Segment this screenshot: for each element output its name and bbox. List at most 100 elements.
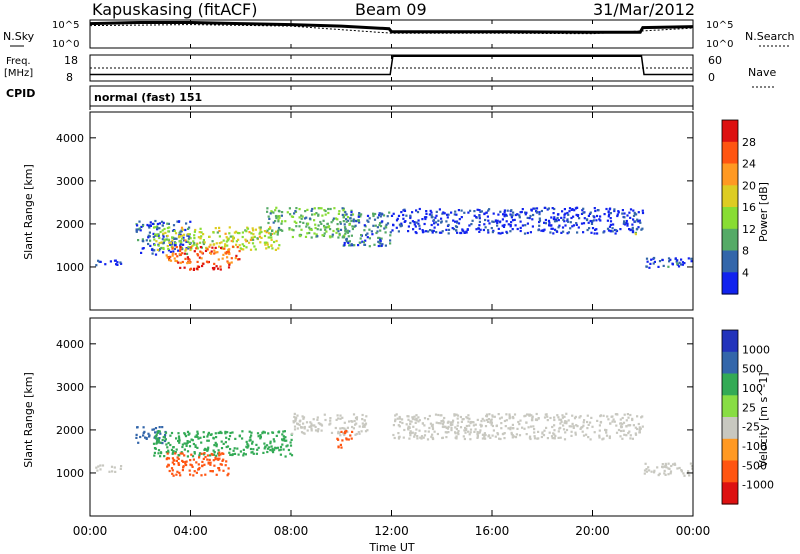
noise-series-1 [89,24,694,35]
velocity-cell-2 [215,445,218,448]
power-cell-7 [435,231,438,234]
power-cell-7 [611,227,614,230]
velocity-cell-6 [565,421,568,424]
power-cell-2 [245,240,248,243]
power-cell-1 [147,224,150,228]
power-cell-7 [609,223,612,226]
power-cell-1 [172,236,175,239]
velocity-cell-2 [167,451,170,454]
power-cell-9 [650,258,653,261]
velocity-cell-6 [485,418,489,422]
velocity-cell-2 [279,448,282,451]
power-cell-7 [538,224,541,227]
velocity-cell-3 [174,452,177,455]
velocity-cell-2 [188,440,191,443]
velocity-colorbar-tick: 25 [742,401,756,414]
power-cell-7 [511,228,514,231]
power-cell-2 [187,233,190,236]
power-cell-3 [179,250,182,253]
power-cell-5 [336,218,339,221]
velocity-cell-4 [291,432,294,435]
power-colorbar-tick: 4 [742,266,749,279]
velocity-cell-6 [483,419,486,422]
velocity-cell-2 [224,441,227,444]
velocity-cell-6 [472,421,475,424]
velocity-cell-6 [581,426,584,429]
velocity-cell-2 [159,455,162,458]
velocity-cell-6 [619,418,622,421]
power-cell-6 [350,214,353,217]
power-cell-7 [485,211,488,214]
power-cell-7 [447,223,450,227]
velocity-cell-7 [667,473,670,476]
power-colorbar-swatch [722,163,738,186]
power-cell-5 [272,211,275,214]
velocity-cell-2 [231,431,234,434]
power-cell-6 [381,243,384,246]
power-cell-5 [308,231,311,235]
power-cell-6 [374,224,377,227]
power-cell-5 [288,228,291,231]
power-cell-3 [216,251,219,254]
power-cell-7 [442,211,445,214]
velocity-cell-6 [530,414,533,417]
velocity-cell-7 [657,474,660,477]
velocity-cell-6 [406,415,409,418]
velocity-cell-6 [489,436,492,439]
power-cell-7 [429,229,432,232]
power-cell-6 [389,239,392,242]
power-cell-5 [346,216,350,219]
power-cell-7 [453,213,456,216]
velocity-cell-6 [557,430,560,433]
velocity-cell-2 [157,449,161,452]
power-cell-6 [357,215,360,218]
power-cell-1 [169,243,172,246]
velocity-cell-4 [352,427,355,430]
velocity-cell-0 [99,464,102,467]
velocity-cell-4 [324,418,327,422]
velocity-cell-2 [197,437,200,440]
power-cell-7 [638,219,641,222]
power-cell-1 [152,235,155,238]
power-cell-2 [224,243,227,246]
velocity-cell-4 [366,429,369,432]
power-cell-1 [162,241,165,244]
power-cell-3 [199,250,202,253]
velocity-cell-6 [500,416,503,419]
velocity-cell-2 [219,430,222,433]
power-cell-2 [267,227,271,231]
velocity-cell-6 [409,422,412,426]
velocity-cell-2 [155,440,159,443]
power-cell-7 [538,217,541,220]
power-cell-2 [196,242,199,245]
velocity-cell-1 [142,434,145,437]
velocity-cell-6 [409,420,412,423]
power-cell-7 [409,221,412,225]
velocity-cell-6 [553,416,556,419]
power-cell-6 [359,215,362,218]
power-cell-7 [478,230,481,233]
power-cell-2 [200,235,203,238]
power-cell-5 [310,236,313,239]
velocity-cell-1 [145,437,148,440]
velocity-cell-6 [553,418,556,422]
power-cell-2 [180,226,184,229]
velocity-cell-6 [570,425,573,428]
velocity-cell-3 [192,458,195,461]
power-cell-7 [402,217,405,220]
power-cell-2 [203,241,206,244]
power-cell-5 [266,210,269,213]
velocity-cell-6 [443,416,446,420]
power-cell-6 [380,237,383,240]
power-cell-2 [221,246,224,249]
power-cell-1 [185,240,188,243]
power-cell-7 [552,232,555,235]
velocity-cell-6 [562,428,566,431]
velocity-cell-6 [638,429,641,432]
power-cell-1 [148,231,151,234]
noise-panel-frame [89,19,694,49]
velocity-cell-4 [339,414,342,417]
power-cell-2 [215,242,218,245]
velocity-cell-6 [427,430,430,433]
power-cell-7 [548,224,551,227]
